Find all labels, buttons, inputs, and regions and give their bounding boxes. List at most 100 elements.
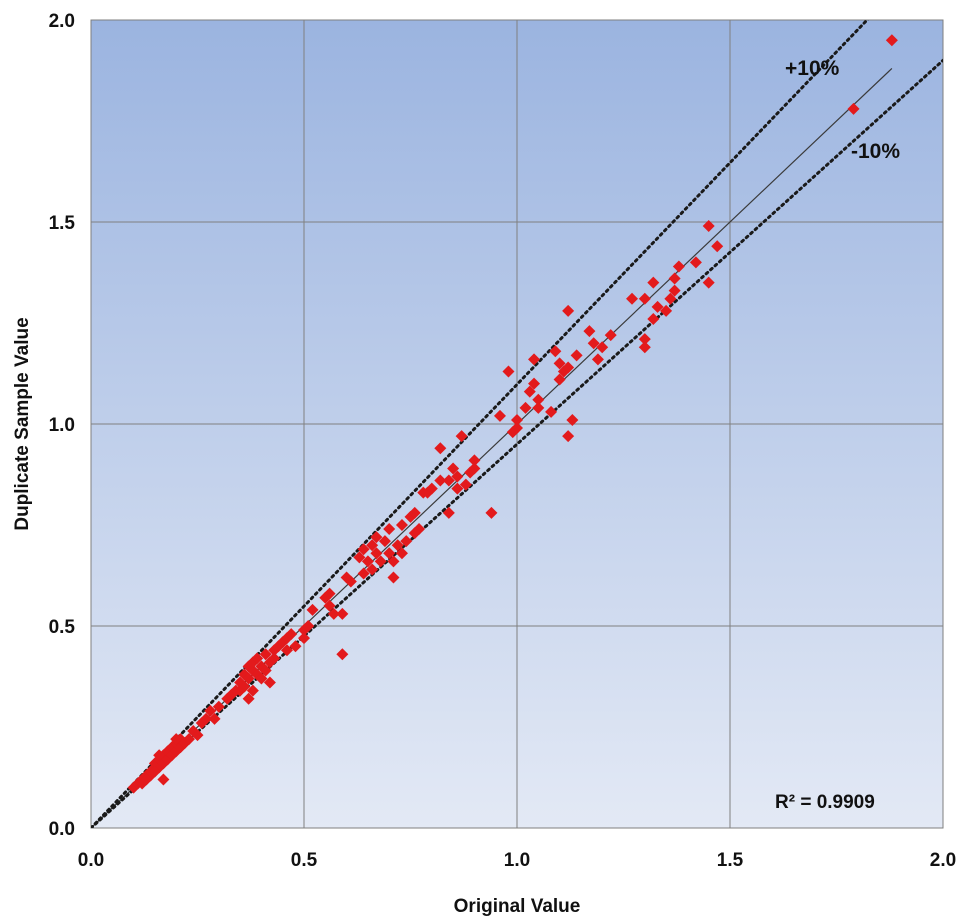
data-point [523,385,536,398]
data-point [434,474,447,487]
data-point [651,300,664,313]
data-point [340,571,353,584]
data-point [459,478,472,491]
data-point [366,563,379,576]
data-point [157,773,170,786]
data-point [702,276,715,289]
tick-labels: 0.0 0.5 1.0 1.5 2.0 0.0 0.5 1.0 1.5 2.0 [49,11,957,871]
data-point [668,272,681,285]
x-tick-label: 0.0 [78,850,104,871]
data-point [570,349,583,362]
data-point [553,357,566,370]
x-axis-title: Original Value [454,896,581,917]
data-point [711,240,724,253]
data-point [280,644,293,657]
data-point [604,329,617,342]
data-point [451,482,464,495]
data-point [638,292,651,305]
data-point [532,401,545,414]
data-point [357,567,370,580]
data-point [242,692,255,705]
data-point [553,373,566,386]
data-point [562,361,575,374]
data-point [511,413,523,426]
data-point [391,539,404,552]
data-point [668,284,681,297]
r-squared-label: R² = 0.9909 [775,792,875,813]
data-point [647,312,660,325]
data-point [336,607,349,620]
data-point [378,535,391,548]
data-point [455,430,468,443]
data-point [383,523,396,536]
data-point [562,430,575,443]
data-point [289,640,302,653]
x-tick-label: 0.5 [291,850,318,871]
minus-10-label: -10% [851,140,900,163]
x-tick-label: 2.0 [930,850,956,871]
data-point [647,276,660,289]
y-tick-label: 1.5 [49,213,76,234]
data-point [191,729,204,742]
data-point [451,470,464,483]
x-tick-label: 1.0 [504,850,530,871]
data-point [442,506,455,519]
data-point [626,292,639,305]
data-point [447,462,460,475]
data-point [502,365,515,378]
data-point [251,652,264,665]
data-point [519,401,532,414]
data-point [370,531,383,544]
data-point [468,454,481,467]
data-point [638,341,651,354]
data-point [404,510,417,523]
data-point [660,304,673,317]
data-point [413,523,426,536]
data-point [212,700,225,713]
data-point [242,672,255,685]
data-point [327,607,340,620]
data-point [323,587,336,600]
data-point [259,664,272,677]
data-point [374,555,387,568]
data-point [545,405,558,418]
data-point [200,712,213,725]
data-point [246,684,259,697]
data-point [182,733,195,746]
data-point [664,292,677,305]
data-point [259,648,272,661]
data-point [140,773,153,786]
data-point [591,353,604,366]
data-point [702,220,715,233]
data-point [638,333,651,346]
data-point [204,704,217,717]
data-point [425,482,438,495]
y-tick-label: 1.0 [49,415,75,436]
data-point [263,676,276,689]
data-point [268,652,281,665]
data-point [400,535,413,548]
data-point [847,102,860,115]
data-point [353,551,366,564]
y-tick-label: 0.0 [49,819,75,840]
data-point [395,547,408,560]
data-point [208,712,221,725]
data-point [285,628,298,641]
data-point [485,506,498,519]
data-point [366,539,379,552]
data-point [528,353,541,366]
data-point [148,765,161,778]
data-point [298,632,310,645]
data-point [361,555,374,568]
data-point [587,337,600,350]
data-point [583,325,596,338]
data-point [528,377,541,390]
data-point [689,256,702,269]
data-point [442,474,455,487]
data-point [153,749,166,762]
data-point [549,345,562,358]
data-point [408,506,421,519]
y-tick-label: 2.0 [49,11,75,32]
